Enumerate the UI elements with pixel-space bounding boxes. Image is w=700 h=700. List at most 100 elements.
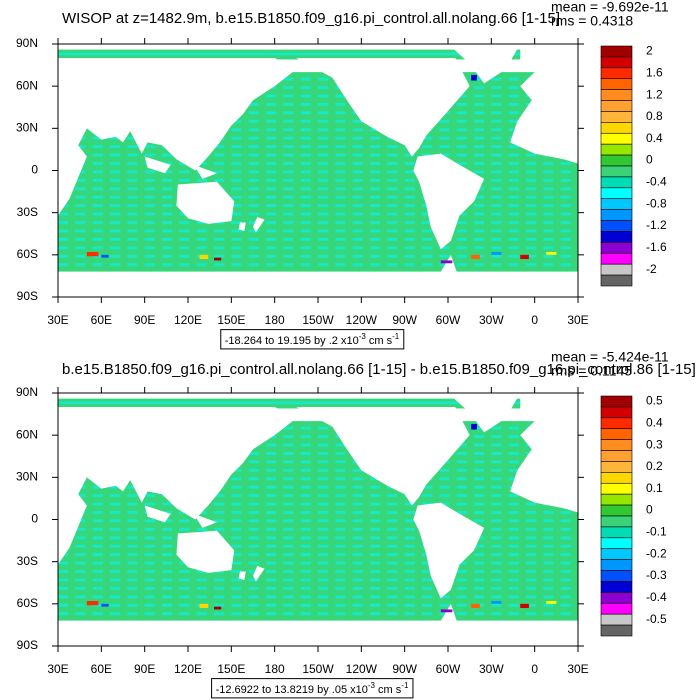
y-tick-label: 0 [31, 512, 38, 526]
y-tick-label: 90S [17, 638, 38, 652]
colorbar-box [600, 78, 633, 90]
colorbar-box [600, 504, 633, 517]
x-tick-label: 30W [479, 313, 504, 327]
colorbar-box [600, 406, 633, 419]
panel-title: b.e15.B1850.f09_g16.pi_control.all.nolan… [62, 361, 696, 378]
y-tick-label: 60N [16, 427, 38, 441]
colorbar-box [600, 252, 633, 265]
y-tick-label: 90S [17, 289, 38, 303]
colorbar-box [600, 515, 633, 528]
y-tick-label: 30S [17, 554, 38, 568]
colorbar-box [600, 461, 633, 473]
colorbar-box [600, 526, 633, 539]
y-tick-label: 60N [16, 78, 38, 92]
y-tick-label: 60S [17, 596, 38, 610]
colorbar-label: 2 [646, 44, 653, 58]
x-tick-label: 150E [217, 662, 245, 676]
map-field [58, 393, 578, 646]
colorbar-box [600, 559, 633, 571]
colorbar-label: 1.6 [646, 65, 663, 79]
colorbar-box [600, 220, 633, 232]
x-tick-label: 120W [346, 313, 378, 327]
x-tick-label: 60W [436, 313, 461, 327]
x-tick-label: 30E [567, 662, 588, 676]
x-tick-label: 150W [302, 662, 334, 676]
x-tick-label: 90E [134, 662, 155, 676]
colorbar-label: 0 [646, 153, 653, 167]
colorbar-box [600, 154, 633, 167]
colorbar-box [600, 242, 633, 254]
panel-stat: mean = -9.692e-11 [551, 0, 669, 15]
colorbar-box [600, 624, 633, 637]
colorbar-box [600, 581, 633, 593]
contour-info-exponent: -3 [359, 332, 367, 341]
colorbar-label: -1.2 [646, 218, 667, 232]
colorbar-box [600, 417, 633, 430]
colorbar-box [600, 450, 633, 462]
colorbar-box [600, 602, 633, 615]
contour-info-exponent: -3 [368, 681, 376, 690]
colorbar-label: 0.4 [646, 415, 663, 429]
colorbar-box [600, 263, 633, 276]
y-tick-label: 60S [17, 247, 38, 261]
x-tick-label: 90W [392, 313, 417, 327]
x-tick-label: 120E [174, 313, 202, 327]
y-tick-label: 30N [16, 121, 38, 135]
contour-info: -12.6922 to 13.8219 by .05 x10-3 cm s-1 [216, 681, 409, 696]
colorbar-box [600, 537, 633, 550]
contour-info-range: -18.264 to 19.195 by .2 x10 [225, 335, 359, 347]
colorbar-label: 0.5 [646, 394, 663, 408]
panel-title: WISOP at z=1482.9m, b.e15.B1850.f09_g16.… [62, 10, 560, 27]
x-tick-label: 0 [531, 662, 538, 676]
contour-info-unit: cm s [375, 684, 402, 696]
x-tick-label: 30E [47, 313, 68, 327]
colorbar-label: 0.4 [646, 131, 663, 145]
contour-info-unit: cm s [366, 335, 393, 347]
colorbar-box [600, 274, 633, 287]
colorbar-box [600, 198, 633, 210]
colorbar-label: 0.8 [646, 109, 663, 123]
x-tick-label: 180 [265, 662, 285, 676]
x-tick-label: 60E [91, 313, 112, 327]
colorbar-box [600, 592, 633, 604]
colorbar-label: 0 [646, 503, 653, 517]
colorbar-box [600, 548, 633, 560]
colorbar-box [600, 132, 633, 145]
x-tick-label: 60E [91, 662, 112, 676]
panel-stat: rms = 0.1145 [551, 363, 632, 379]
colorbar-box [600, 482, 633, 495]
x-tick-label: 180 [265, 313, 285, 327]
contour-info-unit-exponent: -1 [401, 681, 409, 690]
colorbar-label: -0.5 [646, 612, 667, 626]
colorbar-label: -0.8 [646, 196, 667, 210]
colorbar-box [600, 176, 633, 189]
x-tick-label: 90E [134, 313, 155, 327]
y-tick-label: 90N [16, 36, 38, 50]
map-field [58, 44, 578, 297]
colorbar-box [600, 613, 633, 626]
colorbar-label: -0.4 [646, 590, 667, 604]
y-tick-label: 0 [31, 163, 38, 177]
colorbar-box [600, 231, 633, 243]
x-tick-label: 60W [436, 662, 461, 676]
contour-info-unit-exponent: -1 [392, 332, 400, 341]
x-tick-label: 0 [531, 313, 538, 327]
x-tick-label: 150E [217, 313, 245, 327]
x-tick-label: 150W [302, 313, 334, 327]
x-tick-label: 120W [346, 662, 378, 676]
colorbar-box [600, 428, 633, 440]
colorbar-box [600, 187, 633, 200]
map-panel: WISOP at z=1482.9m, b.e15.B1850.f09_g16.… [16, 0, 669, 350]
colorbar-box [600, 56, 633, 69]
colorbar-box [600, 439, 633, 451]
colorbar-box [600, 570, 633, 582]
colorbar-box [600, 143, 633, 156]
colorbar-box [600, 100, 633, 112]
colorbar-box [600, 45, 633, 58]
y-tick-label: 30N [16, 470, 38, 484]
y-tick-label: 90N [16, 385, 38, 399]
panel-stat: mean = -5.424e-11 [551, 349, 669, 365]
panel-stat: rms = 0.4318 [551, 13, 633, 29]
colorbar-label: -0.4 [646, 175, 667, 189]
